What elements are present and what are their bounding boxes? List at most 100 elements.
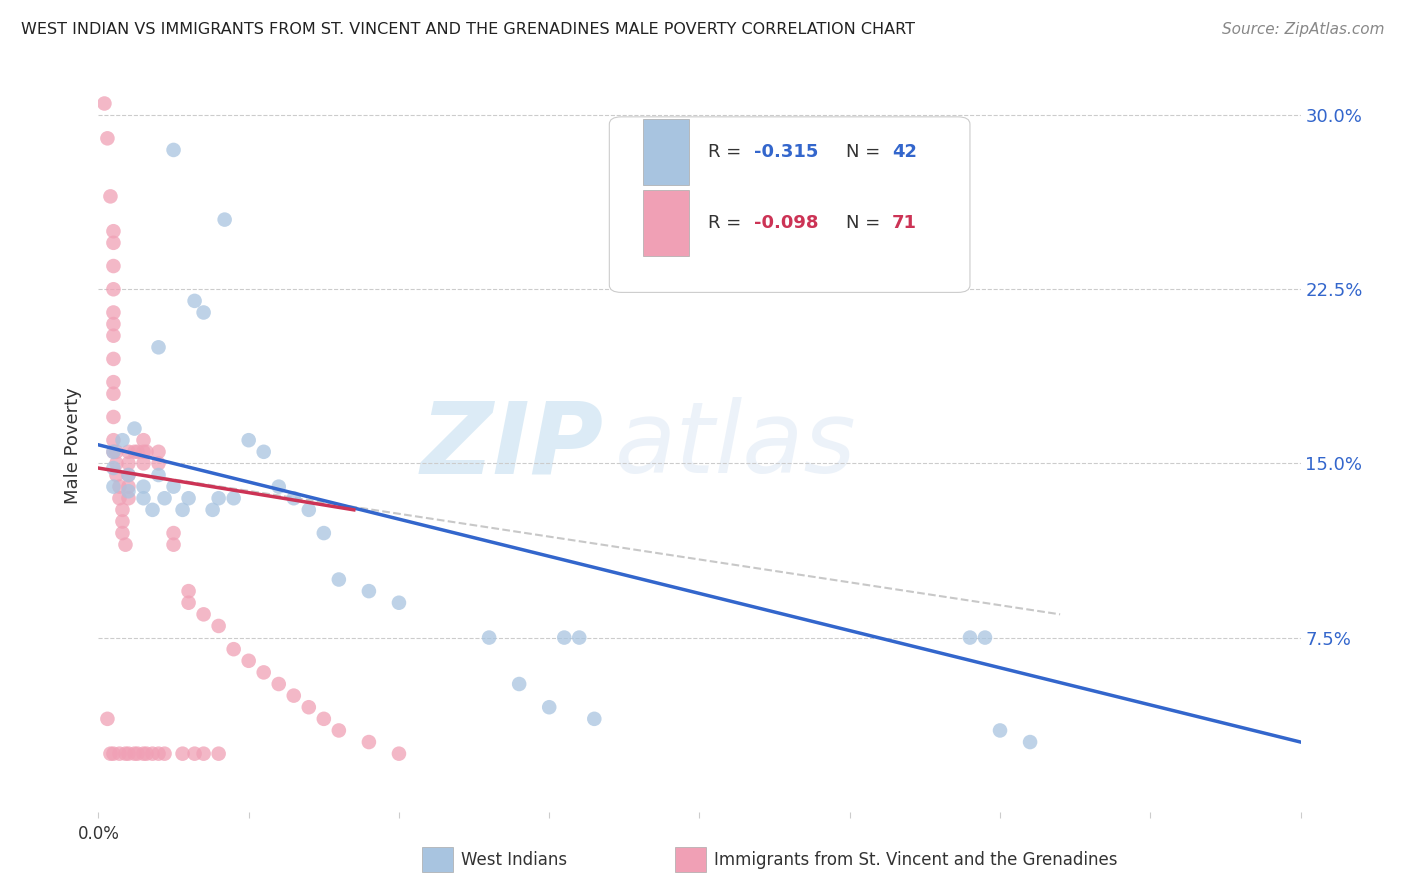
Point (108, 491, 131, 506)
Point (312, 526, 335, 541)
FancyBboxPatch shape (643, 120, 689, 186)
Point (141, 747, 163, 761)
Point (153, 491, 176, 506)
Text: West Indians: West Indians (461, 851, 567, 869)
Point (127, 747, 149, 761)
Point (103, 480, 125, 494)
Point (267, 677, 290, 691)
Text: -0.098: -0.098 (754, 214, 818, 232)
Point (201, 503, 224, 517)
Point (114, 538, 136, 552)
Point (117, 747, 139, 761)
Point (388, 747, 411, 761)
Point (132, 491, 155, 506)
Point (103, 747, 125, 761)
Point (103, 259, 125, 273)
Point (132, 445, 155, 459)
Point (117, 468, 139, 483)
Point (162, 143, 184, 157)
Point (100, 189, 122, 203)
Point (141, 503, 163, 517)
Text: Source: ZipAtlas.com: Source: ZipAtlas.com (1222, 22, 1385, 37)
Point (132, 457, 155, 471)
Point (111, 433, 134, 447)
Point (959, 631, 981, 645)
Point (283, 491, 305, 506)
Point (177, 584, 200, 599)
Point (103, 224, 125, 238)
Point (117, 484, 139, 499)
Point (103, 409, 125, 424)
Point (388, 596, 411, 610)
Point (105, 468, 128, 483)
Point (208, 747, 231, 761)
Point (103, 305, 125, 319)
Point (988, 723, 1011, 738)
Point (103, 328, 125, 343)
Point (124, 421, 146, 435)
Point (103, 375, 125, 389)
Text: R =: R = (707, 214, 747, 232)
Point (117, 457, 139, 471)
Point (183, 747, 205, 761)
Point (132, 747, 155, 761)
Point (222, 491, 245, 506)
Point (222, 642, 245, 657)
Point (103, 235, 125, 250)
Point (974, 631, 997, 645)
Point (208, 619, 231, 633)
Point (214, 212, 236, 227)
Point (193, 305, 215, 319)
Text: -0.315: -0.315 (754, 144, 818, 161)
Point (193, 607, 215, 622)
Point (148, 468, 170, 483)
Point (103, 282, 125, 296)
Text: WEST INDIAN VS IMMIGRANTS FROM ST. VINCENT AND THE GRENADINES MALE POVERTY CORRE: WEST INDIAN VS IMMIGRANTS FROM ST. VINCE… (21, 22, 915, 37)
Point (172, 747, 194, 761)
Point (312, 712, 335, 726)
Point (105, 457, 128, 471)
Point (553, 631, 575, 645)
Point (105, 445, 128, 459)
Point (148, 445, 170, 459)
Point (193, 747, 215, 761)
Point (124, 747, 146, 761)
Point (111, 503, 134, 517)
Point (117, 445, 139, 459)
Point (117, 491, 139, 506)
Point (103, 445, 125, 459)
Point (328, 573, 350, 587)
Point (238, 654, 260, 668)
Point (162, 526, 184, 541)
FancyBboxPatch shape (609, 117, 970, 293)
Point (103, 386, 125, 401)
Point (283, 689, 305, 703)
Point (103, 433, 125, 447)
Y-axis label: Male Poverty: Male Poverty (65, 388, 83, 504)
Point (238, 433, 260, 447)
Point (162, 538, 184, 552)
Text: atlas: atlas (616, 398, 858, 494)
Point (298, 503, 321, 517)
Point (267, 480, 290, 494)
Point (162, 480, 184, 494)
Point (103, 461, 125, 475)
Point (253, 445, 276, 459)
Point (93, 96, 115, 111)
Text: R =: R = (707, 144, 747, 161)
Text: Immigrants from St. Vincent and the Grenadines: Immigrants from St. Vincent and the Gren… (714, 851, 1118, 869)
Point (114, 747, 136, 761)
Point (148, 747, 170, 761)
FancyBboxPatch shape (643, 190, 689, 256)
Point (100, 747, 122, 761)
Point (298, 700, 321, 714)
Point (132, 480, 155, 494)
Point (1019, 735, 1042, 749)
Point (538, 700, 561, 714)
Point (478, 631, 501, 645)
FancyBboxPatch shape (422, 847, 453, 872)
Point (148, 340, 170, 354)
FancyBboxPatch shape (675, 847, 706, 872)
Point (103, 351, 125, 366)
Point (208, 491, 231, 506)
